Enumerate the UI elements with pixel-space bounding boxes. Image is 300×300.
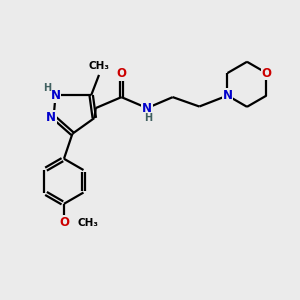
Text: O: O (262, 67, 272, 80)
Text: O: O (116, 67, 126, 80)
Text: CH₃: CH₃ (88, 61, 110, 71)
Text: H: H (144, 113, 152, 123)
Text: N: N (50, 89, 61, 102)
Text: H: H (43, 83, 51, 93)
Text: N: N (142, 102, 152, 115)
Text: O: O (59, 216, 69, 229)
Text: CH₃: CH₃ (77, 218, 98, 228)
Text: N: N (46, 111, 56, 124)
Text: N: N (223, 89, 232, 102)
